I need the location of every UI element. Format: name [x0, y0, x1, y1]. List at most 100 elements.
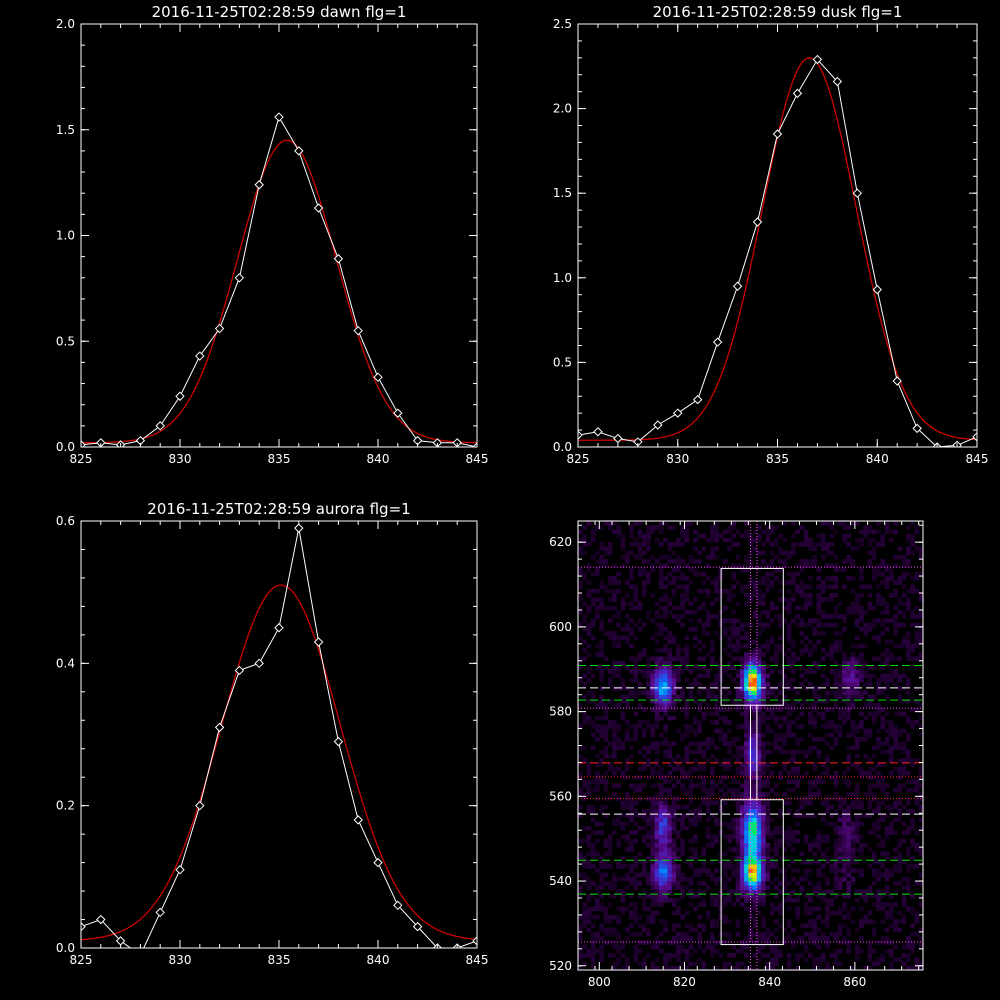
image-pixel [901, 893, 907, 899]
image-pixel [854, 741, 860, 746]
aurora-data-point [313, 637, 324, 647]
dusk-axes-frame [577, 23, 978, 448]
image-pixel [842, 715, 847, 721]
image-pixel [906, 597, 911, 602]
image-pixel [850, 643, 856, 649]
image-pixel [829, 525, 834, 530]
image-pixel [701, 605, 707, 611]
image-pixel [773, 847, 779, 852]
image-pixel [607, 550, 613, 556]
image-pixel [633, 787, 639, 793]
image-pixel [854, 601, 860, 607]
image-pixel [607, 881, 613, 886]
image-pixel [650, 872, 656, 878]
image-pixel [620, 953, 626, 958]
image-pixel [676, 665, 681, 670]
image-pixel [731, 902, 736, 907]
image-pixel [837, 682, 843, 687]
image-pixel [752, 529, 758, 535]
image-pixel [880, 940, 886, 945]
image-pixel [833, 948, 839, 954]
image-pixel [812, 940, 817, 945]
image-pixel [701, 868, 707, 873]
image-pixel [658, 864, 664, 869]
image-pixel [795, 953, 800, 958]
image-pixel [612, 876, 617, 882]
image-pixel [744, 936, 749, 941]
image-pixel [803, 770, 809, 776]
image-pixel [846, 610, 851, 615]
image-pixel [880, 859, 886, 865]
image-pixel [893, 868, 898, 873]
image-pixel [842, 618, 847, 623]
image-pixel [837, 614, 843, 619]
image-pixel [761, 792, 766, 797]
image-pixel [795, 749, 800, 755]
image-pixel [795, 614, 800, 619]
image-pixel [859, 889, 864, 895]
image-pixel [799, 851, 805, 856]
image-pixel [837, 567, 843, 573]
image-pixel [756, 567, 762, 573]
image-pixel [846, 838, 851, 844]
image-pixel [650, 694, 656, 700]
image-pixel [705, 588, 711, 594]
image-pixel [761, 732, 766, 738]
image-pixel [808, 665, 813, 670]
image-pixel [863, 898, 869, 903]
image-pixel [876, 677, 881, 683]
image-pixel [897, 745, 903, 751]
image-pixel [914, 758, 920, 763]
image-pixel [871, 754, 877, 759]
image-pixel [688, 626, 694, 632]
image-pixel [727, 652, 732, 657]
image-pixel [739, 885, 745, 890]
image-pixel [701, 889, 707, 895]
image-pixel [616, 639, 621, 645]
image-pixel [658, 783, 664, 789]
image-pixel [667, 855, 673, 861]
image-pixel [906, 635, 911, 640]
image-pixel [663, 605, 668, 611]
image-pixel [671, 567, 677, 573]
image-pixel [812, 542, 817, 547]
image-y-tick-label: 580 [549, 705, 572, 719]
image-pixel [884, 682, 890, 687]
image-pixel [837, 732, 843, 738]
image-pixel [778, 813, 783, 818]
image-pixel [658, 919, 664, 924]
image-pixel [586, 766, 592, 772]
image-pixel [786, 631, 792, 636]
image-pixel [786, 838, 792, 844]
image-pixel [752, 851, 758, 856]
image-pixel [833, 593, 839, 598]
image-pixel [586, 859, 592, 865]
image-pixel [825, 944, 830, 950]
image-pixel [782, 737, 788, 742]
image-pixel [637, 682, 643, 687]
image-pixel [624, 665, 630, 670]
image-pixel [646, 881, 651, 886]
image-pixel [803, 876, 809, 882]
image-pixel [842, 677, 847, 683]
image-pixel [620, 698, 626, 704]
image-pixel [710, 944, 715, 950]
image-pixel [595, 796, 600, 801]
image-pixel [607, 546, 613, 551]
image-pixel [816, 610, 822, 615]
image-pixel [697, 605, 702, 611]
image-pixel [684, 593, 690, 598]
image-pixel [748, 580, 754, 585]
image-pixel [590, 597, 596, 602]
image-pixel [842, 847, 847, 852]
image-pixel [833, 809, 839, 814]
image-pixel [595, 838, 600, 844]
image-pixel [752, 953, 758, 958]
image-pixel [641, 957, 647, 962]
image-pixel [727, 639, 732, 645]
image-pixel [756, 715, 762, 721]
image-pixel [646, 745, 651, 751]
image-pixel [901, 643, 907, 649]
image-pixel [603, 745, 609, 751]
image-pixel [893, 631, 898, 636]
